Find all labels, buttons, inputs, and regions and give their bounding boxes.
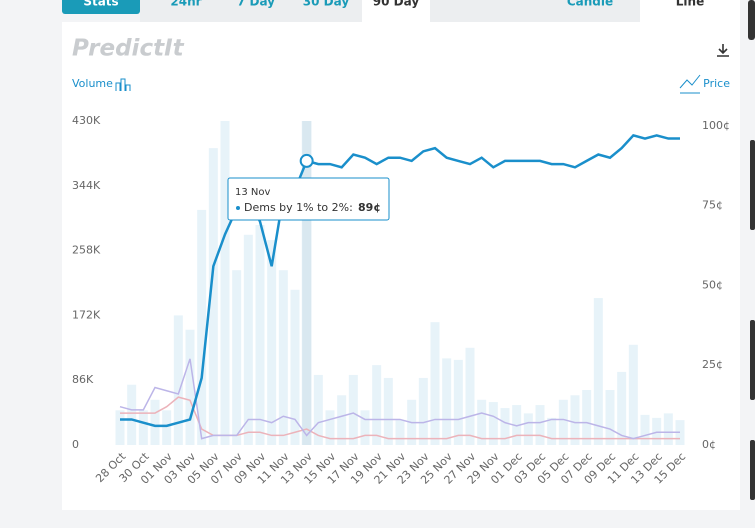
volume-label: Volume <box>72 77 113 90</box>
volume-bar <box>208 148 218 445</box>
hover-marker <box>299 153 314 168</box>
volume-bar <box>173 315 183 445</box>
tooltip <box>227 177 390 221</box>
volume-bar <box>465 347 475 445</box>
volume-bar <box>220 121 230 445</box>
volume-bar <box>278 270 288 445</box>
volume-bar <box>558 399 568 445</box>
tooltip-value: 89¢ <box>358 201 381 214</box>
volume-bar <box>115 410 125 445</box>
scroll-edge <box>748 0 755 40</box>
tab-label[interactable]: 24hr <box>170 0 201 9</box>
volume-bar <box>395 420 405 445</box>
tab-label[interactable]: Stats <box>83 0 118 9</box>
volume-bar <box>652 417 662 445</box>
stats-tab[interactable] <box>62 0 140 14</box>
volume-bar <box>512 405 522 445</box>
volume-bar <box>290 289 300 445</box>
tab-label[interactable]: Line <box>676 0 704 9</box>
y-tick-label: 86K <box>72 373 94 386</box>
volume-bar <box>255 224 265 445</box>
price-label: Price <box>703 77 730 90</box>
volume-bar <box>640 414 650 445</box>
volume-bar <box>162 410 172 445</box>
tooltip-text: Dems by 1% to 2%: <box>244 201 353 214</box>
tab-label[interactable]: Candle <box>567 0 613 9</box>
price-line <box>120 133 680 428</box>
volume-bar <box>453 359 463 445</box>
tooltip-date: 13 Nov <box>235 187 271 198</box>
scroll-edge <box>750 440 755 500</box>
volume-bar <box>593 298 603 445</box>
y2-tick-label: 25¢ <box>702 358 723 371</box>
y-tick-label: 430K <box>72 114 101 127</box>
y-tick-label: 0 <box>72 438 79 451</box>
volume-bar <box>617 371 627 445</box>
download-icon[interactable] <box>717 44 729 57</box>
volume-bar <box>418 377 428 445</box>
volume-bar <box>663 413 673 445</box>
logo: PredictIt <box>72 36 185 62</box>
volume-bar <box>605 389 615 445</box>
y2-tick-label: 0¢ <box>702 438 716 451</box>
volume-bar <box>628 344 638 445</box>
volume-bar <box>348 374 358 445</box>
price-icon <box>679 74 701 94</box>
line-tab[interactable] <box>640 0 740 22</box>
volume-bar <box>197 209 207 445</box>
volume-bar <box>267 240 277 445</box>
volume-bar <box>383 377 393 445</box>
volume-bar <box>372 365 382 445</box>
scroll-edge <box>750 140 755 230</box>
volume-bar <box>535 405 545 445</box>
tooltip-dot <box>236 206 240 210</box>
volume-bar <box>570 395 580 445</box>
volume-bar <box>488 402 498 445</box>
volume-bar <box>150 399 160 445</box>
volume-bar <box>500 408 510 445</box>
y2-tick-label: 50¢ <box>702 278 723 291</box>
volume-bar <box>360 410 370 445</box>
volume-bar <box>337 395 347 445</box>
volume-bar <box>302 121 312 445</box>
volume-bar <box>313 374 323 445</box>
volume-bar <box>185 329 195 445</box>
scroll-edge <box>750 320 755 400</box>
volume-bar <box>547 417 557 445</box>
volume-bar <box>138 410 148 445</box>
volume-bar <box>477 399 487 445</box>
volume-bar <box>442 358 452 445</box>
price-line <box>119 358 680 440</box>
volume-bar <box>243 234 253 445</box>
volume-bar <box>582 389 592 445</box>
volume-bar <box>325 410 335 445</box>
tab-label[interactable]: 7 Day <box>237 0 275 9</box>
y2-tick-label: 75¢ <box>702 199 723 212</box>
active-tab[interactable] <box>362 0 430 22</box>
volume-bar <box>523 413 533 445</box>
tab-label[interactable]: 30 Day <box>303 0 350 9</box>
y-tick-label: 172K <box>72 308 101 321</box>
tab-label[interactable]: 90 Day <box>373 0 420 9</box>
volume-bar <box>127 384 137 445</box>
y2-tick-label: 100¢ <box>702 119 730 132</box>
y-tick-label: 258K <box>72 244 101 257</box>
volume-icon <box>115 78 131 91</box>
volume-bar <box>232 270 242 445</box>
volume-bar <box>430 322 440 445</box>
y-tick-label: 344K <box>72 179 101 192</box>
